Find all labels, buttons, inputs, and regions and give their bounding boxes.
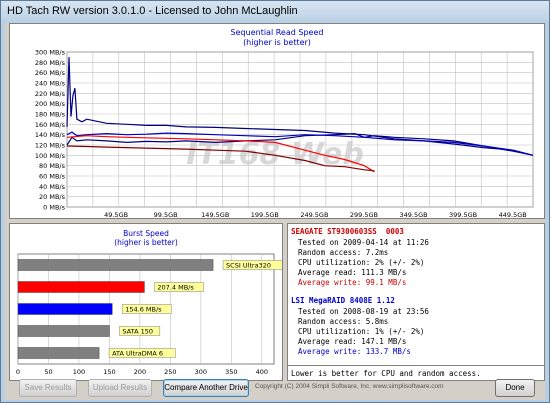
drive1-cpu: CPU utilization: 2% (+/- 2%) bbox=[298, 258, 425, 267]
sequential-chart-subtitle: (higher is better) bbox=[243, 38, 311, 47]
burst-x-tick-label: 150 bbox=[103, 368, 115, 376]
burst-x-tick-label: 350 bbox=[225, 368, 237, 376]
burst-bar bbox=[17, 347, 100, 359]
y-tick-label: 200 MB/s bbox=[35, 100, 66, 108]
burst-chart-subtitle: (higher is better) bbox=[114, 238, 178, 247]
drive2-tested: Tested on 2008-08-19 at 23:56 bbox=[298, 307, 429, 316]
y-tick-label: 40 MB/s bbox=[39, 183, 66, 191]
burst-chart: Burst Speed (higher is better) SCSI Ultr… bbox=[16, 229, 286, 376]
y-tick-label: 80 MB/s bbox=[39, 162, 66, 170]
done-button[interactable]: Done bbox=[495, 379, 535, 397]
drive2-name: LSI MegaRAID 8408E 1.12 bbox=[291, 296, 395, 305]
client-area: Sequential Read Speed (higher is better)… bbox=[5, 23, 545, 400]
footer-note: Lower is better for CPU and random acces… bbox=[291, 369, 481, 378]
y-tick-label: 180 MB/s bbox=[35, 111, 66, 119]
burst-x-tick-label: 100 bbox=[73, 368, 85, 376]
y-tick-label: 240 MB/s bbox=[35, 80, 66, 88]
burst-x-tick-label: 200 bbox=[134, 368, 146, 376]
series-line bbox=[66, 131, 534, 156]
upload-results-button[interactable]: Upload Results bbox=[88, 379, 152, 397]
y-tick-label: 300 MB/s bbox=[35, 49, 66, 57]
burst-x-tick-label: 400 bbox=[256, 368, 268, 376]
sequential-chart-panel: Sequential Read Speed (higher is better)… bbox=[9, 23, 545, 219]
info-divider bbox=[288, 365, 544, 366]
burst-bar-label: 154.6 MB/s bbox=[125, 306, 162, 314]
x-tick-label: 449.5GB bbox=[499, 211, 527, 218]
sequential-chart-title: Sequential Read Speed bbox=[231, 28, 324, 37]
y-tick-label: 140 MB/s bbox=[35, 131, 66, 139]
x-tick-label: 49.5GB bbox=[104, 211, 128, 218]
burst-bar-label: 207.4 MB/s bbox=[157, 284, 194, 292]
sequential-grid bbox=[66, 51, 534, 208]
copyright-text: Copyright (C) 2004 Simpli Software, Inc.… bbox=[255, 383, 444, 390]
x-tick-label: 349.5GB bbox=[399, 211, 427, 218]
sequential-lines bbox=[66, 57, 534, 173]
x-tick-label: 199.5GB bbox=[251, 211, 279, 218]
sequential-x-ticks: 49.5GB 99.5GB 149.5GB 199.5GB 249.5GB 299.5GB… bbox=[104, 211, 527, 219]
y-tick-label: 100 MB/s bbox=[35, 152, 66, 160]
burst-chart-title: Burst Speed bbox=[123, 229, 169, 238]
burst-label-box bbox=[121, 304, 172, 314]
drive1-name: SEAGATE ST9300603SS 0003 bbox=[291, 227, 404, 236]
burst-bar-label: SCSI Ultra320 bbox=[226, 262, 271, 270]
burst-label-box bbox=[108, 348, 176, 358]
x-tick-label: 399.5GB bbox=[449, 211, 477, 218]
burst-bar-label: ATA UltraDMA 6 bbox=[112, 350, 163, 358]
burst-bar bbox=[17, 325, 110, 337]
compare-another-drive-button[interactable]: Compare Another Drive bbox=[163, 379, 249, 397]
drive1-avg-read: Average read: 111.3 MB/s bbox=[298, 268, 407, 277]
burst-bar bbox=[17, 259, 214, 271]
burst-label-box bbox=[119, 326, 161, 336]
drive2-cpu: CPU utilization: 1% (+/- 2%) bbox=[298, 327, 425, 336]
burst-bars: SCSI Ultra320 207.4 MB/s 154.6 MB/s SATA 15… bbox=[17, 259, 286, 359]
x-tick-label: 249.5GB bbox=[300, 211, 328, 218]
x-tick-label: 299.5GB bbox=[350, 211, 378, 218]
drive1-tested: Tested on 2009-04-14 at 11:26 bbox=[298, 238, 429, 247]
sequential-chart: Sequential Read Speed (higher is better)… bbox=[35, 28, 534, 219]
y-tick-label: 20 MB/s bbox=[39, 193, 66, 201]
y-tick-label: 120 MB/s bbox=[35, 142, 66, 150]
burst-chart-panel: Burst Speed (higher is better) SCSI Ultr… bbox=[9, 223, 286, 381]
burst-x-ticks: 0 50 100 150 200 250 300 350 400 bbox=[16, 368, 268, 376]
burst-x-tick-label: 0 bbox=[16, 368, 20, 376]
series-line bbox=[66, 132, 534, 156]
sequential-y-ticks: 0 MB/s 20 MB/s 40 MB/s 60 MB/s 80 MB/s 100 MB… bbox=[35, 49, 66, 212]
y-tick-label: 160 MB/s bbox=[35, 121, 66, 129]
title-bar[interactable]: HD Tach RW version 3.0.1.0 - Licensed to… bbox=[1, 1, 549, 23]
burst-bar-label: SATA 150 bbox=[122, 328, 153, 336]
window-title: HD Tach RW version 3.0.1.0 - Licensed to… bbox=[7, 5, 298, 17]
drive1-avg-write: Average write: 99.1 MB/s bbox=[298, 278, 407, 287]
y-tick-label: 280 MB/s bbox=[35, 59, 66, 67]
x-tick-label: 99.5GB bbox=[154, 211, 178, 218]
y-tick-label: 0 MB/s bbox=[43, 204, 65, 212]
drive-info-panel: SEAGATE ST9300603SS 0003 Tested on 2009-… bbox=[287, 223, 545, 381]
y-tick-label: 260 MB/s bbox=[35, 69, 66, 77]
save-results-button[interactable]: Save Results bbox=[19, 379, 77, 397]
burst-bar bbox=[17, 303, 113, 315]
series-line bbox=[66, 145, 375, 172]
burst-x-tick-label: 50 bbox=[44, 368, 52, 376]
y-tick-label: 220 MB/s bbox=[35, 90, 66, 98]
drive2-random-access: Random access: 5.8ms bbox=[298, 317, 389, 326]
drive2-avg-write: Average write: 133.7 MB/s bbox=[298, 347, 411, 356]
burst-label-box bbox=[154, 282, 204, 292]
series-line bbox=[66, 135, 375, 173]
burst-bar bbox=[17, 281, 145, 293]
y-tick-label: 60 MB/s bbox=[39, 173, 66, 181]
drive1-random-access: Random access: 7.2ms bbox=[298, 248, 389, 257]
burst-x-tick-label: 300 bbox=[195, 368, 207, 376]
burst-x-tick-label: 250 bbox=[164, 368, 176, 376]
x-tick-label: 149.5GB bbox=[201, 211, 229, 218]
drive2-avg-read: Average read: 147.1 MB/s bbox=[298, 337, 407, 346]
